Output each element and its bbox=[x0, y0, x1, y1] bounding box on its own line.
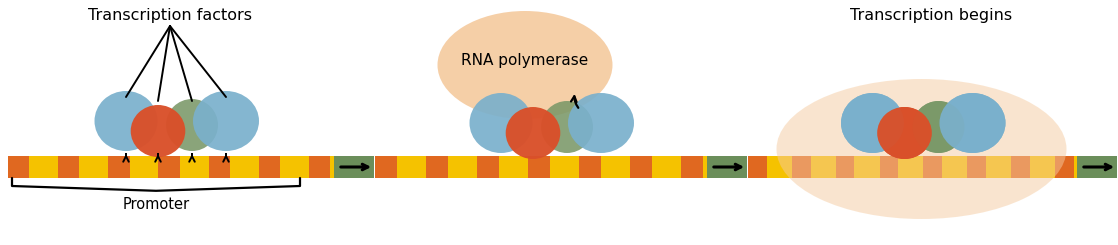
Text: Transcription factors: Transcription factors bbox=[88, 8, 252, 23]
Ellipse shape bbox=[878, 107, 931, 159]
FancyBboxPatch shape bbox=[748, 156, 1077, 178]
Ellipse shape bbox=[95, 91, 158, 151]
Ellipse shape bbox=[841, 93, 904, 153]
FancyBboxPatch shape bbox=[375, 156, 707, 178]
Ellipse shape bbox=[841, 93, 904, 153]
Bar bbox=[334, 156, 375, 178]
Bar bbox=[528, 156, 550, 178]
FancyBboxPatch shape bbox=[8, 156, 334, 178]
Bar bbox=[579, 156, 601, 178]
Bar bbox=[682, 156, 703, 178]
Text: Promoter: Promoter bbox=[123, 197, 190, 212]
Bar bbox=[309, 156, 330, 178]
Bar bbox=[836, 156, 854, 178]
Bar bbox=[923, 156, 942, 178]
Bar bbox=[792, 156, 811, 178]
Bar bbox=[967, 156, 986, 178]
Bar bbox=[1011, 156, 1030, 178]
Ellipse shape bbox=[912, 101, 965, 153]
Bar bbox=[880, 156, 898, 178]
Ellipse shape bbox=[777, 79, 1067, 219]
Bar bbox=[8, 156, 29, 178]
Bar bbox=[58, 156, 79, 178]
Bar bbox=[258, 156, 281, 178]
Bar bbox=[748, 156, 767, 178]
Bar bbox=[1077, 156, 1117, 178]
Bar bbox=[426, 156, 448, 178]
Bar bbox=[1055, 156, 1073, 178]
Ellipse shape bbox=[568, 93, 634, 153]
Bar bbox=[707, 156, 747, 178]
Text: RNA polymerase: RNA polymerase bbox=[462, 52, 588, 68]
Bar bbox=[375, 156, 397, 178]
Bar bbox=[631, 156, 652, 178]
Bar bbox=[477, 156, 499, 178]
Ellipse shape bbox=[939, 93, 1005, 153]
Ellipse shape bbox=[912, 101, 965, 153]
Ellipse shape bbox=[131, 105, 186, 157]
Ellipse shape bbox=[193, 91, 259, 151]
Text: Transcription begins: Transcription begins bbox=[851, 8, 1013, 23]
Ellipse shape bbox=[939, 93, 1005, 153]
Ellipse shape bbox=[470, 93, 532, 153]
Ellipse shape bbox=[165, 99, 218, 151]
Ellipse shape bbox=[437, 11, 613, 119]
Ellipse shape bbox=[505, 107, 560, 159]
Ellipse shape bbox=[541, 101, 593, 153]
Bar bbox=[209, 156, 230, 178]
Ellipse shape bbox=[878, 107, 931, 159]
Bar bbox=[108, 156, 130, 178]
Bar bbox=[159, 156, 180, 178]
